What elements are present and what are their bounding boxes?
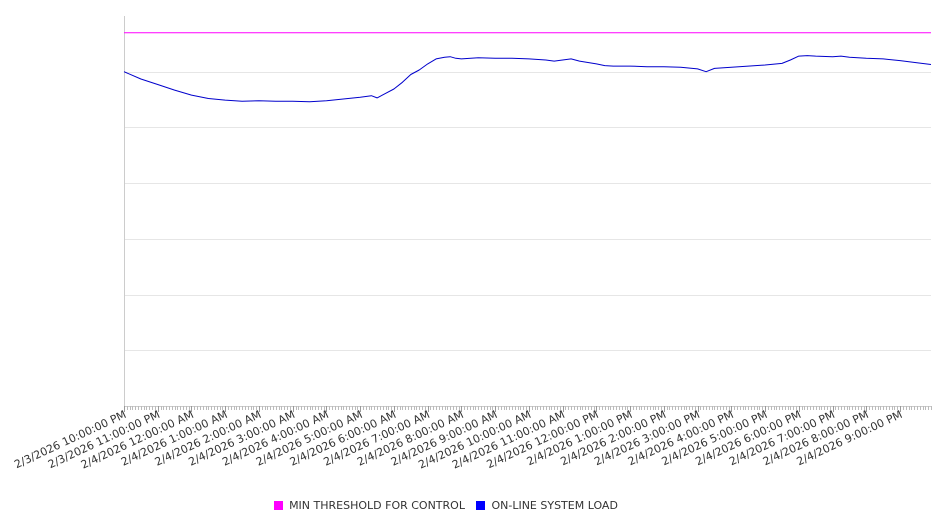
legend-label-system-load: ON-LINE SYSTEM LOAD [491, 499, 618, 512]
legend-item-system-load[interactable]: ON-LINE SYSTEM LOAD [476, 499, 618, 512]
series-line-system-load [123, 55, 932, 103]
legend-label-threshold: MIN THRESHOLD FOR CONTROL [289, 499, 465, 512]
axes [124, 16, 932, 412]
legend-swatch-blue [476, 501, 486, 510]
gridlines [124, 72, 931, 351]
legend-item-threshold[interactable]: MIN THRESHOLD FOR CONTROL [274, 499, 465, 512]
series-layer [123, 32, 932, 103]
legend-swatch-magenta [274, 501, 284, 510]
legend: MIN THRESHOLD FOR CONTROL ON-LINE SYSTEM… [0, 499, 892, 512]
x-tick-labels: 2/3/2026 10:00:00 PM2/3/2026 11:00:00 PM… [12, 408, 904, 472]
